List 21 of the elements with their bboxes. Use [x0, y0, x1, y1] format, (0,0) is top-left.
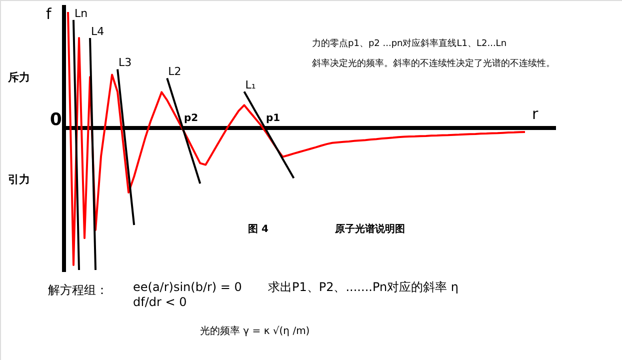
series-label: Ln — [74, 6, 88, 20]
annotation: 力的零点p1、p2 ...pn对应斜率直线L1、L2...Ln — [312, 38, 507, 49]
text: 引力 — [8, 173, 30, 186]
series-label: L₁ — [245, 78, 256, 92]
annotation: p2 — [184, 113, 198, 124]
annotation: p1 — [266, 113, 280, 124]
text: 0 — [50, 110, 62, 130]
y-axis-title: f — [46, 5, 52, 23]
annotation: 斜率决定光的频率。斜率的不连续性决定了光谱的不连续性。 — [312, 58, 555, 69]
text: 光的频率 γ = κ √(η /m) — [200, 325, 310, 337]
text: 原子光谱说明图 — [334, 223, 405, 235]
text: df/dr < 0 — [133, 295, 187, 309]
text: 求出P1、P2、.......Pn对应的斜率 η — [268, 280, 458, 294]
series-label: L4 — [91, 24, 104, 38]
annotation: 图 4 — [248, 224, 268, 235]
text: 解方程组： — [48, 283, 108, 297]
text: 斥力 — [7, 71, 30, 84]
series-label: L2 — [168, 65, 182, 78]
text: ee(a/r)sin(b/r) = 0 — [133, 280, 242, 294]
series-label: L3 — [118, 56, 132, 70]
x-axis-title: r — [532, 105, 539, 123]
